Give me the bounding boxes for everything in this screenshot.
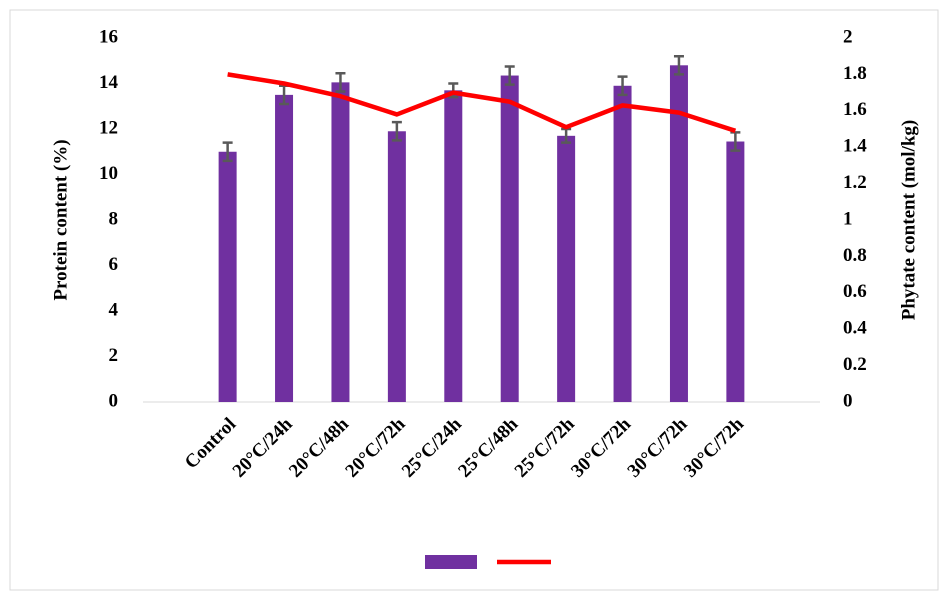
error-bar (730, 131, 741, 152)
y-axis-label: Protein content (%) (50, 139, 71, 300)
line (227, 72, 737, 133)
error-bar (335, 72, 346, 93)
y-tick-label: 0 (109, 390, 119, 411)
y2-tick-label: 1.4 (843, 136, 867, 157)
error-bar (504, 65, 515, 86)
y2-tick-label: 1 (843, 208, 853, 229)
bar (500, 75, 519, 402)
error-bar (617, 75, 628, 97)
y2-tick-label: 0.2 (843, 354, 867, 375)
y-tick-label: 2 (109, 345, 119, 366)
y2-axis-label: Phytate content (mol/kg) (898, 120, 919, 321)
bar (331, 82, 350, 403)
bar (218, 151, 237, 402)
bar (726, 141, 745, 402)
bar (387, 131, 406, 402)
bar (613, 85, 632, 403)
y-tick-label: 4 (109, 299, 119, 320)
bar (444, 90, 463, 402)
bar (557, 135, 576, 402)
y2-tick-label: 1.2 (843, 172, 867, 193)
y2-tick-label: 0.4 (843, 318, 867, 339)
y-tick-label: 10 (99, 163, 118, 184)
bar (669, 65, 688, 403)
y2-tick-label: 1.6 (843, 99, 867, 120)
y-tick-label: 12 (99, 117, 118, 138)
y2-tick-label: 0.6 (843, 281, 867, 302)
legend-swatch (425, 555, 477, 569)
error-bar (391, 120, 402, 142)
chart-border (9, 9, 939, 591)
y2-tick-label: 0.8 (843, 245, 867, 266)
y-tick-label: 8 (109, 208, 119, 229)
y-tick-label: 16 (99, 26, 118, 47)
y-tick-label: 6 (109, 254, 119, 275)
y-tick-label: 14 (99, 72, 119, 93)
y2-tick-label: 0 (843, 390, 853, 411)
bar (275, 94, 294, 402)
y2-tick-label: 2 (843, 26, 853, 47)
y2-tick-label: 1.8 (843, 63, 867, 84)
error-bar (673, 54, 684, 76)
error-bar (222, 141, 233, 163)
